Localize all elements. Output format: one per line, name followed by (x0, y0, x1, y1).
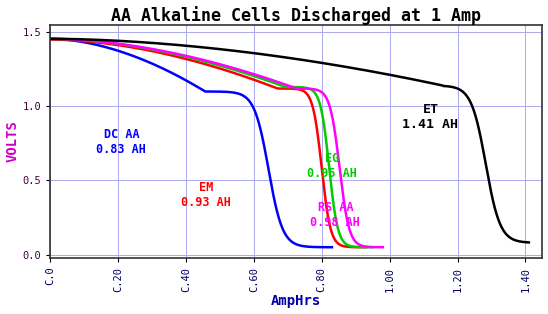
Text: DC AA
0.83 AH: DC AA 0.83 AH (96, 128, 146, 156)
X-axis label: AmpHrs: AmpHrs (271, 295, 322, 308)
Text: ET
1.41 AH: ET 1.41 AH (402, 103, 458, 131)
Text: RS AA
0.98 AH: RS AA 0.98 AH (310, 201, 360, 229)
Text: EG
0.95 AH: EG 0.95 AH (307, 152, 357, 180)
Text: EM
0.93 AH: EM 0.93 AH (181, 181, 231, 209)
Title: AA Alkaline Cells Discharged at 1 Amp: AA Alkaline Cells Discharged at 1 Amp (111, 6, 481, 24)
Y-axis label: VOLTS: VOLTS (5, 120, 20, 162)
